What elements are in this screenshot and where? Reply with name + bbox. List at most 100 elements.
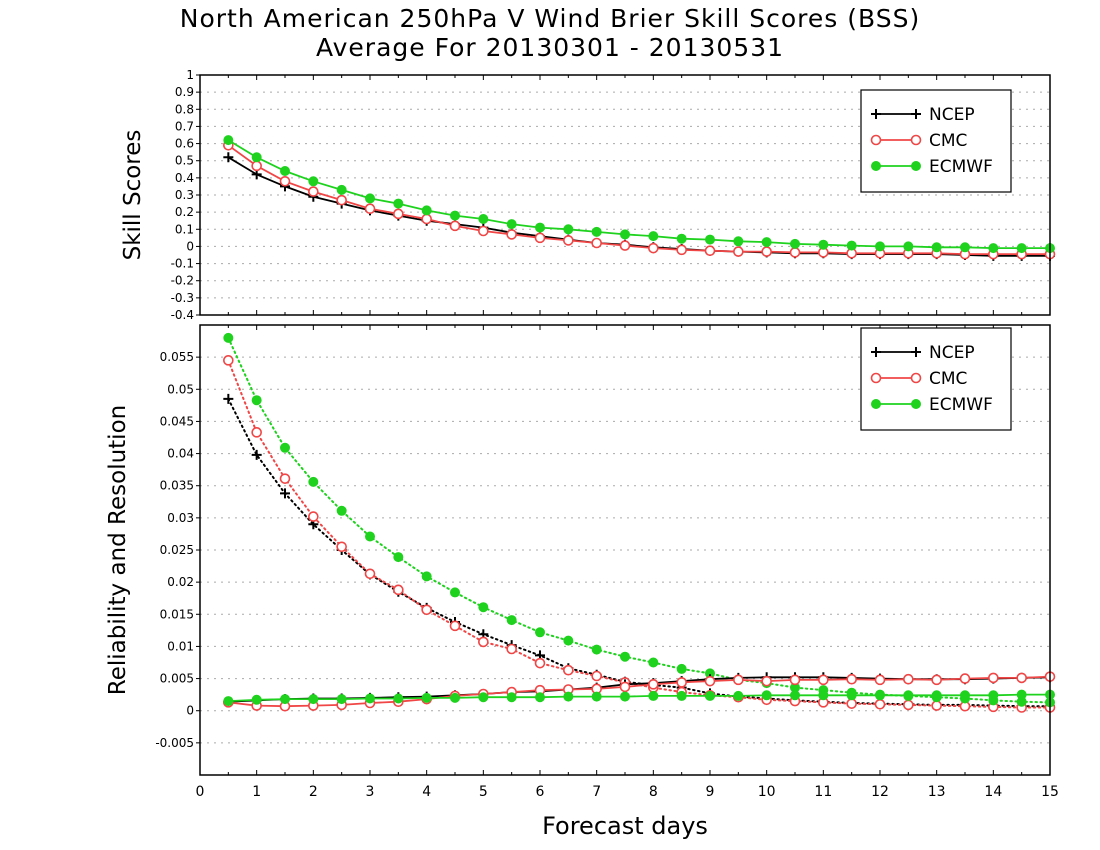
- skill-data-point: [279, 175, 291, 187]
- relres-data-point: [903, 690, 914, 701]
- relres-y-tick-label: 0.04: [167, 447, 194, 461]
- skill-data-point: [450, 210, 460, 221]
- x-axis: 0 1 2 3 4 5 6 7 8 9 10 11 12 13 14 15: [196, 784, 1059, 800]
- relres-legend-marker: [911, 347, 921, 357]
- skill-y-tick-label: 0: [186, 239, 194, 253]
- relres-data-point: [478, 692, 489, 703]
- skill-data-point: [761, 237, 772, 248]
- skill-data-point: [421, 213, 432, 225]
- skill-legend-marker: [911, 109, 921, 119]
- skill-legend-marker: [871, 161, 881, 171]
- relres-data-point: [421, 604, 432, 616]
- skill-data-point: [393, 198, 404, 209]
- x-tick-label: 3: [366, 784, 375, 800]
- skill-y-tick-label: -0.4: [171, 308, 194, 322]
- relres-legend-label-ncep: NCEP: [929, 343, 975, 363]
- relres-data-point: [789, 674, 801, 686]
- relres-data-point: [506, 615, 517, 626]
- skill-data-point: [591, 226, 602, 237]
- relres-data-point: [676, 663, 687, 674]
- x-tick-label: 15: [1041, 784, 1059, 800]
- skill-data-point: [364, 203, 376, 215]
- skill-data-point: [591, 237, 602, 249]
- x-tick-label: 13: [928, 784, 946, 800]
- relres-data-point: [733, 690, 744, 701]
- relres-data-point: [959, 673, 971, 684]
- relres-data-point: [846, 673, 857, 685]
- skill-data-point: [733, 246, 744, 257]
- relres-data-point: [1016, 672, 1027, 684]
- x-tick-label: 8: [649, 784, 658, 800]
- skill-data-point: [1016, 243, 1027, 254]
- skill-scores-panel: -0.4 -0.3 -0.2 -0.1 0 0.1 0.2 0.3 0.4 0.5 0.6 0.7 0.…: [120, 68, 1056, 322]
- skill-data-point: [676, 244, 687, 256]
- relres-data-point: [421, 571, 432, 582]
- relres-data-point: [365, 693, 375, 704]
- skill-frame: [199, 74, 1051, 316]
- skill-data-point: [619, 240, 631, 251]
- skill-data-point: [790, 238, 800, 249]
- relres-legend-marker: [870, 372, 882, 384]
- relres-data-point: [279, 473, 291, 484]
- skill-data-point: [705, 234, 715, 245]
- skill-data-point: [251, 160, 262, 172]
- skill-y-tick-label: 0.5: [175, 154, 194, 168]
- skill-data-point: [506, 219, 517, 230]
- chart-subtitle: Average For 20130301 - 20130531: [315, 33, 785, 62]
- skill-legend-label-cmc: CMC: [929, 131, 967, 151]
- skill-y-tick-label: -0.3: [171, 291, 194, 305]
- relres-legend-label-cmc: CMC: [929, 369, 967, 389]
- relres-data-point: [393, 584, 404, 596]
- relres-data-point: [251, 427, 262, 438]
- relres-data-point: [761, 675, 772, 687]
- skill-y-tick-label: -0.1: [171, 257, 194, 271]
- skill-data-point: [846, 240, 857, 251]
- relres-data-point: [931, 674, 942, 686]
- relres-data-point: [591, 644, 602, 655]
- skill-data-point: [648, 242, 659, 254]
- skill-y-axis-label: Skill Scores: [120, 130, 146, 261]
- relres-data-point: [648, 657, 659, 668]
- relres-series-ncep-reliability: [223, 672, 1055, 707]
- skill-y-tick-label: -0.2: [171, 274, 194, 288]
- skill-data-point: [875, 241, 885, 252]
- skill-y-tick-label: 0.4: [175, 171, 194, 185]
- relres-y-tick-label: 0.035: [160, 479, 194, 493]
- relres-data-point: [364, 568, 376, 580]
- skill-legend-label-ecmwf: ECMWF: [929, 157, 993, 177]
- skill-data-point: [761, 246, 772, 257]
- x-tick-label: 4: [422, 784, 431, 800]
- reliability-resolution-panel: -0.005 0 0.005 0.01 0.015 0.02 0.025 0.03 0.035 0…: [105, 324, 1056, 776]
- skill-data-point: [988, 243, 999, 254]
- relres-data-point: [336, 505, 347, 516]
- x-tick-label: 0: [196, 784, 205, 800]
- relres-legend-marker: [911, 399, 921, 409]
- relres-data-point: [648, 679, 659, 690]
- relres-y-axis-label: Reliability and Resolution: [105, 405, 131, 695]
- relres-y-tick-label: -0.005: [155, 736, 194, 750]
- skill-data-point: [336, 194, 347, 206]
- relres-data-point: [308, 511, 319, 522]
- relres-data-point: [280, 488, 290, 499]
- relres-data-point: [336, 694, 347, 705]
- relres-legend-marker: [910, 372, 922, 384]
- skill-data-point: [535, 222, 545, 233]
- x-tick-label: 6: [536, 784, 545, 800]
- skill-data-point: [534, 232, 546, 244]
- x-tick-label: 9: [706, 784, 715, 800]
- skill-y-tick-label: 0.3: [175, 188, 194, 202]
- relres-data-point: [535, 627, 545, 638]
- relres-data-point: [931, 690, 942, 701]
- relres-data-point: [450, 587, 460, 598]
- relres-data-point: [223, 332, 234, 343]
- relres-y-tick-label: 0.05: [167, 382, 194, 396]
- relres-data-point: [875, 690, 885, 701]
- relres-data-point: [393, 552, 404, 563]
- skill-y-tick-label: 0.1: [175, 222, 194, 236]
- skill-data-point: [960, 242, 970, 253]
- skill-data-point: [506, 229, 517, 240]
- relres-y-tick-label: 0.015: [160, 607, 194, 621]
- relres-data-point: [223, 393, 234, 404]
- relres-y-tick-label: 0: [186, 704, 194, 718]
- relres-data-point: [818, 674, 829, 686]
